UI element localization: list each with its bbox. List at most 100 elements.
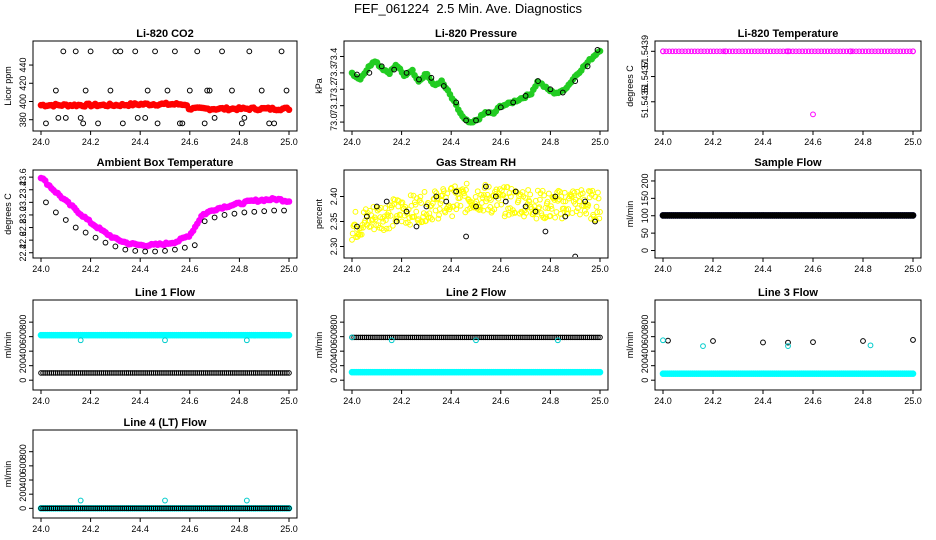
x-tick-label: 24.6 — [181, 264, 199, 274]
data-point — [761, 48, 768, 55]
plot-area — [659, 212, 917, 219]
data-point — [373, 203, 380, 210]
chart-title: Line 2 Flow — [446, 287, 506, 299]
data-point — [152, 248, 158, 255]
data-point — [77, 337, 84, 344]
data-point — [732, 48, 739, 55]
series-green — [348, 47, 604, 126]
data-point — [505, 211, 512, 218]
data-point — [595, 334, 601, 341]
data-point — [433, 193, 440, 200]
data-point — [867, 342, 874, 349]
data-point — [172, 48, 178, 55]
data-point — [494, 202, 500, 209]
y-axis-label: ml/min — [625, 332, 635, 359]
y-tick-label: 2.40 — [329, 188, 339, 206]
x-tick-label: 24.0 — [343, 396, 361, 406]
x-tick-label: 24.2 — [393, 396, 411, 406]
data-point — [349, 230, 356, 237]
data-point — [370, 203, 377, 210]
y-tick-label: 600 — [18, 329, 28, 344]
data-point — [221, 212, 228, 218]
data-point — [808, 48, 815, 55]
data-point — [660, 48, 666, 55]
data-point — [142, 248, 149, 255]
y-tick-label: 400 — [640, 344, 650, 359]
data-point — [574, 205, 581, 212]
data-point — [152, 48, 158, 55]
y-tick-label: 73.3 — [329, 64, 339, 82]
data-point — [672, 48, 679, 55]
data-point — [43, 120, 49, 127]
chart-panel-5: Gas Stream RH 24.0 24.2 24.4 24.6 24.8 25.0 2.3… — [314, 157, 609, 274]
data-point — [810, 111, 816, 118]
data-point — [570, 188, 576, 195]
data-point — [413, 223, 420, 230]
data-point — [82, 87, 89, 94]
plot-area — [348, 334, 604, 376]
data-point — [95, 120, 101, 127]
x-tick-label: 25.0 — [280, 264, 298, 274]
data-point — [585, 202, 592, 208]
data-point — [231, 210, 238, 217]
data-point — [751, 48, 758, 55]
data-point — [710, 48, 717, 55]
series-black — [38, 370, 292, 376]
series-band — [37, 99, 293, 114]
data-point — [903, 48, 910, 55]
data-point — [229, 87, 235, 94]
data-point — [507, 193, 514, 200]
data-point — [576, 198, 583, 205]
series-yellow — [349, 180, 603, 243]
data-point — [440, 83, 447, 89]
y-tick-label: 800 — [640, 315, 650, 330]
data-point — [423, 203, 430, 210]
chart-title: Li-820 Pressure — [435, 28, 517, 40]
y-tick-label: 420 — [18, 76, 28, 91]
data-point — [485, 183, 492, 190]
data-point — [403, 208, 410, 215]
data-point — [378, 63, 385, 70]
data-point — [736, 48, 742, 55]
x-tick-label: 24.2 — [393, 264, 411, 274]
series-cyan-outliers — [349, 334, 561, 344]
data-point — [573, 208, 580, 215]
data-point — [373, 222, 380, 228]
data-point — [894, 48, 900, 55]
chart-title: Line 3 Flow — [758, 287, 818, 299]
y-axis-label: ml/min — [3, 461, 13, 488]
data-point — [818, 48, 825, 55]
data-point — [366, 69, 373, 76]
y-tick-label: 0 — [18, 378, 28, 383]
x-tick-label: 25.0 — [904, 264, 922, 274]
y-tick-label: 23.4 — [18, 181, 28, 199]
data-point — [387, 212, 394, 219]
plot-area — [349, 180, 603, 257]
data-point — [516, 193, 523, 200]
data-point — [897, 48, 904, 55]
data-point — [60, 48, 67, 55]
data-point — [211, 214, 218, 221]
data-point — [594, 47, 601, 53]
x-tick-label: 24.0 — [343, 137, 361, 147]
data-point — [473, 117, 479, 124]
data-point — [261, 208, 268, 215]
chart-title: Ambient Box Temperature — [97, 157, 234, 169]
plot-frame — [343, 40, 609, 132]
data-point — [846, 48, 853, 55]
y-axis-label: Licor ppm — [3, 66, 13, 106]
data-point — [52, 87, 59, 94]
data-point — [62, 217, 69, 223]
data-point — [710, 338, 716, 344]
data-point — [548, 203, 554, 209]
data-point — [758, 48, 764, 55]
data-point — [581, 207, 588, 214]
y-tick-label: 400 — [18, 344, 28, 359]
data-point — [415, 216, 422, 223]
data-point — [568, 193, 575, 200]
data-point — [278, 48, 285, 55]
x-tick-label: 24.0 — [654, 264, 672, 274]
y-tick-label: 400 — [18, 473, 28, 488]
data-point — [554, 197, 561, 204]
x-tick-label: 25.0 — [280, 137, 298, 147]
